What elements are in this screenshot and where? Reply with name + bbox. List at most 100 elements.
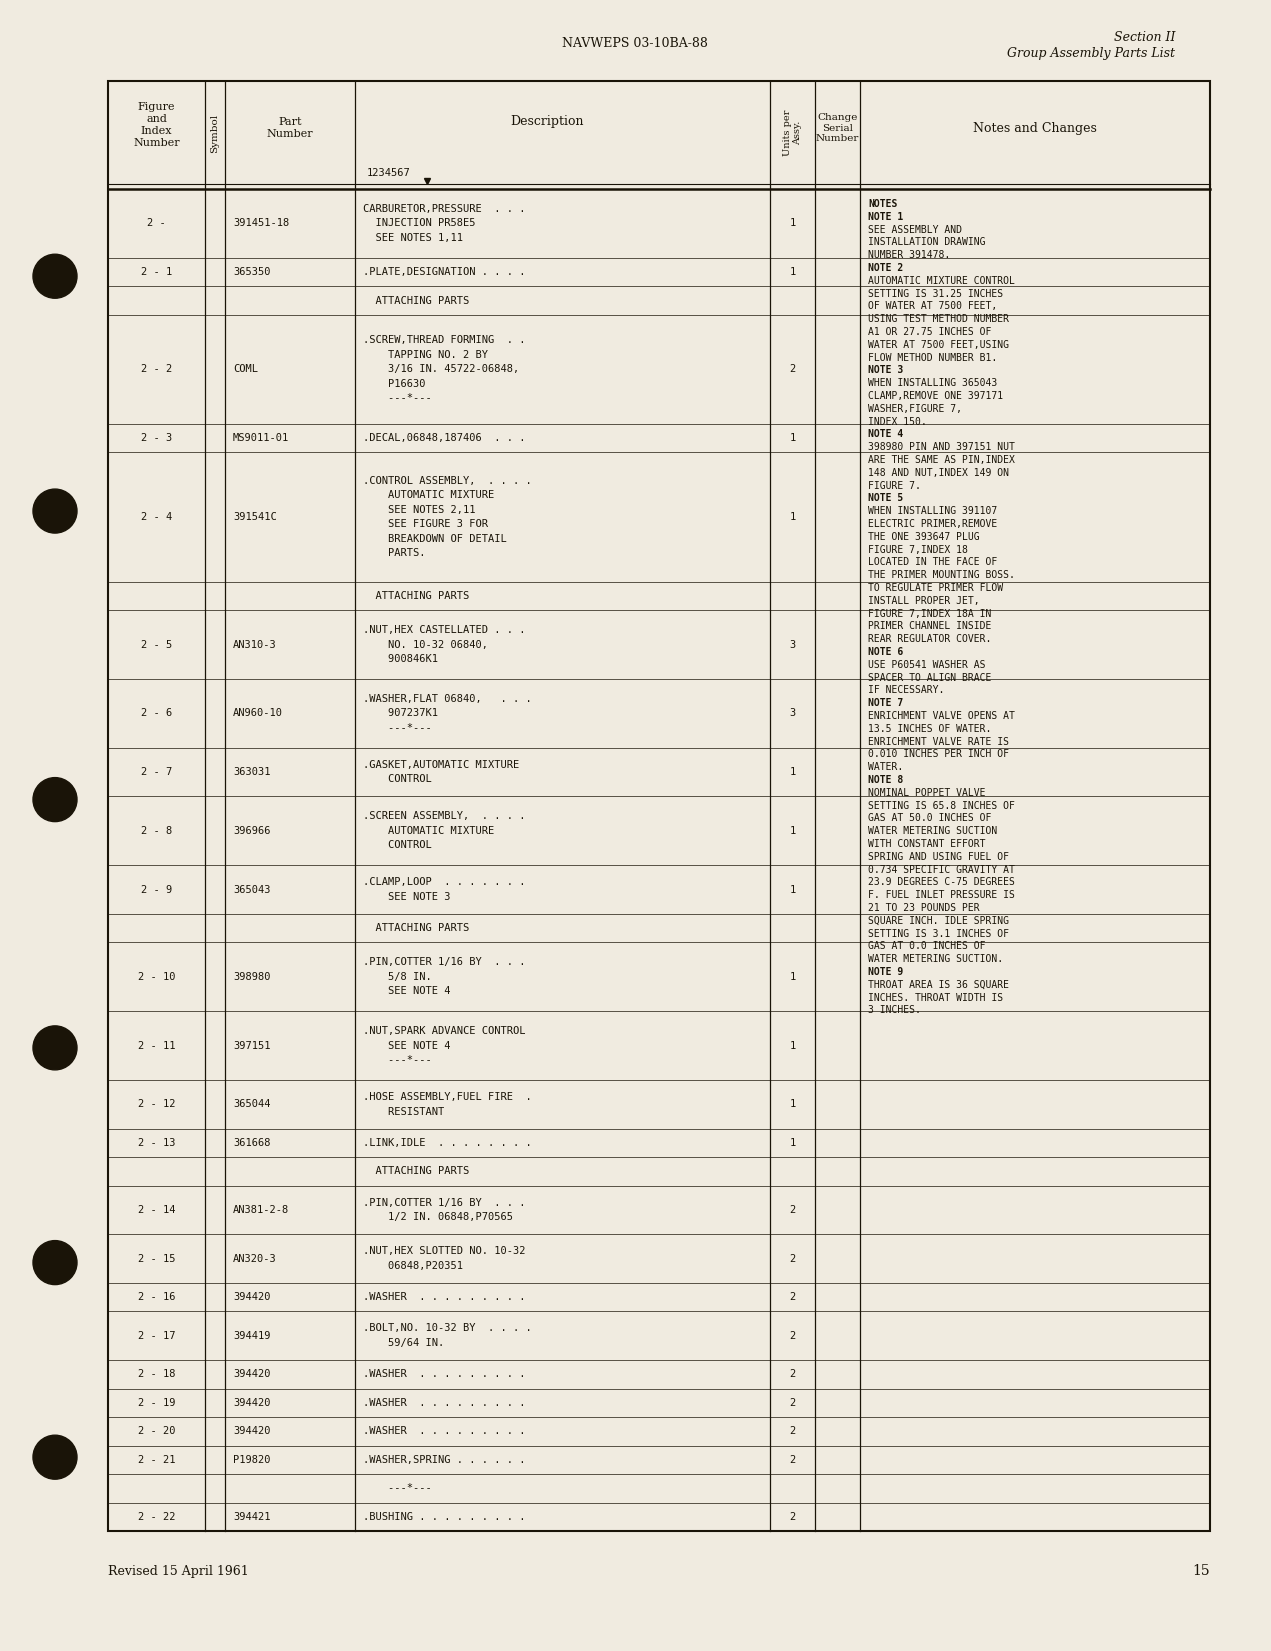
Text: AN381-2-8: AN381-2-8 xyxy=(233,1205,290,1215)
Text: CARBURETOR,PRESSURE  . . .: CARBURETOR,PRESSURE . . . xyxy=(364,205,525,215)
Text: 2 - 2: 2 - 2 xyxy=(141,365,172,375)
Text: 2 - 6: 2 - 6 xyxy=(141,708,172,718)
Text: 23.9 DEGREES C-75 DEGREES: 23.9 DEGREES C-75 DEGREES xyxy=(868,877,1014,887)
Text: NOTE 1: NOTE 1 xyxy=(868,211,904,221)
Text: 2: 2 xyxy=(789,1426,796,1436)
Text: GAS AT 50.0 INCHES OF: GAS AT 50.0 INCHES OF xyxy=(868,814,991,824)
Text: F. FUEL INLET PRESSURE IS: F. FUEL INLET PRESSURE IS xyxy=(868,890,1014,900)
Text: 394419: 394419 xyxy=(233,1331,271,1341)
Text: P16630: P16630 xyxy=(364,378,426,390)
Text: OF WATER AT 7500 FEET,: OF WATER AT 7500 FEET, xyxy=(868,302,998,312)
Text: P19820: P19820 xyxy=(233,1455,271,1464)
Text: 1: 1 xyxy=(789,885,796,895)
Text: .PLATE,DESIGNATION . . . .: .PLATE,DESIGNATION . . . . xyxy=(364,267,525,277)
Text: SETTING IS 31.25 INCHES: SETTING IS 31.25 INCHES xyxy=(868,289,1003,299)
Text: 06848,P20351: 06848,P20351 xyxy=(364,1261,463,1271)
Text: 2: 2 xyxy=(789,365,796,375)
Text: REAR REGULATOR COVER.: REAR REGULATOR COVER. xyxy=(868,634,991,644)
Text: 1: 1 xyxy=(789,218,796,228)
Text: WHEN INSTALLING 365043: WHEN INSTALLING 365043 xyxy=(868,378,998,388)
Text: AUTOMATIC MIXTURE: AUTOMATIC MIXTURE xyxy=(364,490,494,500)
Text: WATER METERING SUCTION: WATER METERING SUCTION xyxy=(868,826,998,835)
Text: 2 - 15: 2 - 15 xyxy=(137,1253,175,1263)
Text: SQUARE INCH. IDLE SPRING: SQUARE INCH. IDLE SPRING xyxy=(868,916,1009,926)
Text: SEE NOTES 1,11: SEE NOTES 1,11 xyxy=(364,233,463,243)
Text: Change
Serial
Number: Change Serial Number xyxy=(816,112,859,144)
Text: 394421: 394421 xyxy=(233,1512,271,1522)
Text: SEE NOTE 4: SEE NOTE 4 xyxy=(364,1040,450,1050)
Text: 2 - 13: 2 - 13 xyxy=(137,1138,175,1147)
Text: 397151: 397151 xyxy=(233,1040,271,1050)
Text: 1: 1 xyxy=(789,826,796,835)
Text: .CONTROL ASSEMBLY,  . . . .: .CONTROL ASSEMBLY, . . . . xyxy=(364,475,531,485)
Text: ATTACHING PARTS: ATTACHING PARTS xyxy=(364,923,469,933)
Text: 1: 1 xyxy=(789,768,796,778)
Text: 1234567: 1234567 xyxy=(367,168,411,178)
Circle shape xyxy=(33,489,78,533)
Text: ---*---: ---*--- xyxy=(364,1055,432,1065)
Text: ---*---: ---*--- xyxy=(364,393,432,403)
Text: 1/2 IN. 06848,P70565: 1/2 IN. 06848,P70565 xyxy=(364,1212,513,1222)
Text: 900846K1: 900846K1 xyxy=(364,654,438,664)
Text: 2: 2 xyxy=(789,1398,796,1408)
Text: 398980: 398980 xyxy=(233,972,271,982)
Text: 1: 1 xyxy=(789,512,796,522)
Text: FIGURE 7.: FIGURE 7. xyxy=(868,480,921,490)
Text: AUTOMATIC MIXTURE: AUTOMATIC MIXTURE xyxy=(364,826,494,835)
Text: RESISTANT: RESISTANT xyxy=(364,1106,445,1116)
Text: WASHER,FIGURE 7,: WASHER,FIGURE 7, xyxy=(868,404,962,414)
Text: .PIN,COTTER 1/16 BY  . . .: .PIN,COTTER 1/16 BY . . . xyxy=(364,1197,525,1207)
Text: AUTOMATIC MIXTURE CONTROL: AUTOMATIC MIXTURE CONTROL xyxy=(868,276,1014,286)
Text: 1: 1 xyxy=(789,433,796,442)
Circle shape xyxy=(33,1240,78,1284)
Text: Section II: Section II xyxy=(1113,30,1174,43)
Text: ATTACHING PARTS: ATTACHING PARTS xyxy=(364,591,469,601)
Text: SEE NOTE 4: SEE NOTE 4 xyxy=(364,986,450,996)
Text: FIGURE 7,INDEX 18: FIGURE 7,INDEX 18 xyxy=(868,545,969,555)
Text: Notes and Changes: Notes and Changes xyxy=(974,122,1097,134)
Text: THROAT AREA IS 36 SQUARE: THROAT AREA IS 36 SQUARE xyxy=(868,979,1009,991)
Text: 1: 1 xyxy=(789,1040,796,1050)
Text: 391451-18: 391451-18 xyxy=(233,218,290,228)
Circle shape xyxy=(33,1435,78,1479)
Text: SEE NOTES 2,11: SEE NOTES 2,11 xyxy=(364,505,475,515)
Text: 394420: 394420 xyxy=(233,1398,271,1408)
Text: 3/16 IN. 45722-06848,: 3/16 IN. 45722-06848, xyxy=(364,365,520,375)
Text: .WASHER  . . . . . . . . .: .WASHER . . . . . . . . . xyxy=(364,1426,525,1436)
Text: Description: Description xyxy=(511,114,585,127)
Text: 0.734 SPECIFIC GRAVITY AT: 0.734 SPECIFIC GRAVITY AT xyxy=(868,865,1014,875)
Text: 21 TO 23 POUNDS PER: 21 TO 23 POUNDS PER xyxy=(868,903,980,913)
Text: ---*---: ---*--- xyxy=(364,1483,432,1493)
Text: 2 - 18: 2 - 18 xyxy=(137,1369,175,1379)
Bar xyxy=(108,81,1210,1530)
Text: .GASKET,AUTOMATIC MIXTURE: .GASKET,AUTOMATIC MIXTURE xyxy=(364,759,520,769)
Text: THE ONE 393647 PLUG: THE ONE 393647 PLUG xyxy=(868,532,980,542)
Text: .WASHER,FLAT 06840,   . . .: .WASHER,FLAT 06840, . . . xyxy=(364,693,531,703)
Text: 2 - 21: 2 - 21 xyxy=(137,1455,175,1464)
Text: 2 - 22: 2 - 22 xyxy=(137,1512,175,1522)
Text: ENRICHMENT VALVE RATE IS: ENRICHMENT VALVE RATE IS xyxy=(868,736,1009,746)
Text: Figure
and
Index
Number: Figure and Index Number xyxy=(133,102,179,149)
Text: NOTE 5: NOTE 5 xyxy=(868,494,904,504)
Text: SEE FIGURE 3 FOR: SEE FIGURE 3 FOR xyxy=(364,520,488,530)
Text: NOTE 2: NOTE 2 xyxy=(868,263,904,272)
Text: A1 OR 27.75 INCHES OF: A1 OR 27.75 INCHES OF xyxy=(868,327,991,337)
Text: .WASHER  . . . . . . . . .: .WASHER . . . . . . . . . xyxy=(364,1398,525,1408)
Text: NAVWEPS 03-10BA-88: NAVWEPS 03-10BA-88 xyxy=(562,36,708,50)
Text: 2 - 20: 2 - 20 xyxy=(137,1426,175,1436)
Text: 365043: 365043 xyxy=(233,885,271,895)
Text: 3: 3 xyxy=(789,639,796,649)
Text: ATTACHING PARTS: ATTACHING PARTS xyxy=(364,296,469,305)
Circle shape xyxy=(33,1025,78,1070)
Text: 2: 2 xyxy=(789,1369,796,1379)
Text: 1: 1 xyxy=(789,1138,796,1147)
Text: AN960-10: AN960-10 xyxy=(233,708,283,718)
Text: Part
Number: Part Number xyxy=(267,117,314,139)
Text: MS9011-01: MS9011-01 xyxy=(233,433,290,442)
Text: .DECAL,06848,187406  . . .: .DECAL,06848,187406 . . . xyxy=(364,433,525,442)
Text: AN320-3: AN320-3 xyxy=(233,1253,277,1263)
Text: SPACER TO ALIGN BRACE: SPACER TO ALIGN BRACE xyxy=(868,672,991,682)
Text: CONTROL: CONTROL xyxy=(364,840,432,850)
Text: 2: 2 xyxy=(789,1205,796,1215)
Text: INSTALLATION DRAWING: INSTALLATION DRAWING xyxy=(868,238,985,248)
